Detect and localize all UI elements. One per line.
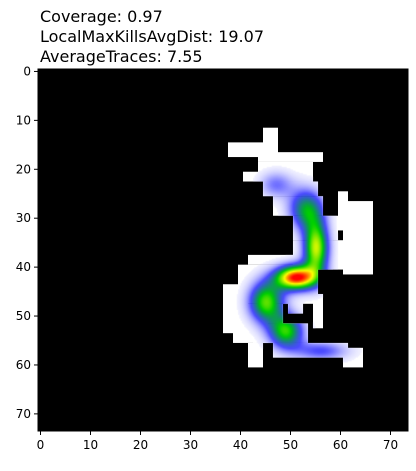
y-tick-label: 10 (16, 113, 31, 127)
y-tick-label: 20 (16, 162, 31, 176)
plot-area (37, 68, 409, 432)
x-tick-label: 60 (333, 438, 348, 452)
x-tick-label: 10 (83, 438, 98, 452)
x-tick-label: 70 (383, 438, 398, 452)
y-tick-label: 0 (23, 64, 31, 78)
x-tick-label: 0 (37, 438, 45, 452)
title-average-traces: AverageTraces: 7.55 (40, 47, 203, 66)
x-tick-label: 30 (183, 438, 198, 452)
axes-frame (37, 68, 409, 432)
y-tick-label: 30 (16, 211, 31, 225)
y-tick-label: 40 (16, 260, 31, 274)
y-tick-label: 60 (16, 358, 31, 372)
title-block: Coverage: 0.97 LocalMaxKillsAvgDist: 19.… (40, 7, 264, 67)
x-axis: 0 10 20 30 40 50 60 70 (37, 431, 398, 452)
density-layer (38, 69, 408, 431)
x-tick-label: 20 (133, 438, 148, 452)
y-tick-label: 50 (16, 309, 31, 323)
y-tick-label: 70 (16, 407, 31, 421)
title-coverage: Coverage: 0.97 (40, 7, 163, 26)
x-tick-label: 40 (233, 438, 248, 452)
y-axis: 0 10 20 30 40 50 60 70 (16, 64, 38, 421)
title-local-max-kills-avg-dist: LocalMaxKillsAvgDist: 19.07 (40, 27, 264, 46)
x-tick-label: 50 (283, 438, 298, 452)
